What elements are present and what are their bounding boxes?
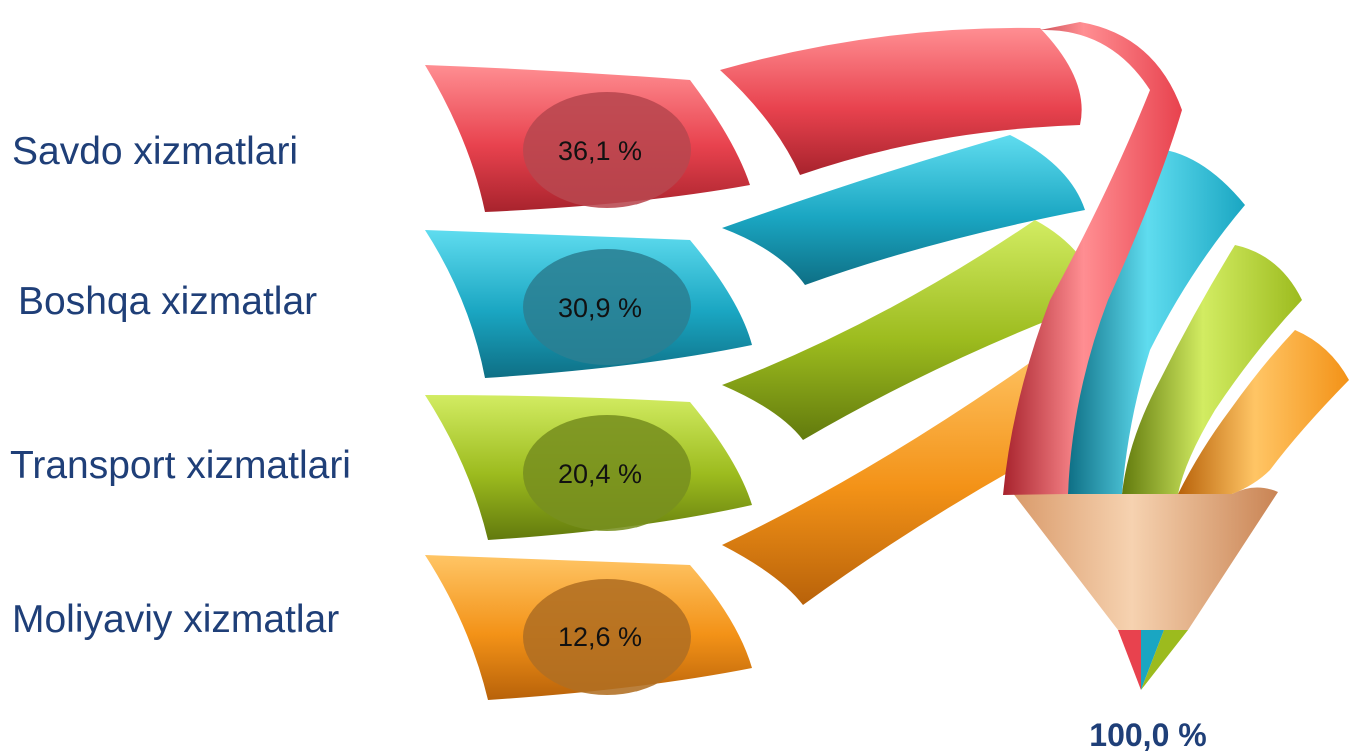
percent-ovals: 36,1 % 30,9 % 20,4 % 12,6 %: [523, 92, 691, 695]
ribbon-moliyaviy-middle: [722, 345, 1105, 605]
oval-savdo: [523, 92, 691, 208]
category-labels: Savdo xizmatlari Boshqa xizmatlar Transp…: [10, 130, 351, 641]
ribbon-transport-middle: [722, 220, 1100, 440]
ribbon-boshqa-arc: [1068, 148, 1245, 494]
ribbon-transport-arc: [1122, 245, 1302, 494]
label-moliyaviy: Moliyaviy xizmatlar: [12, 598, 339, 641]
pencil-lead-red: [1118, 630, 1141, 690]
ribbon-boshqa-middle: [722, 135, 1085, 285]
ribbon-savdo-middle: [720, 27, 1082, 175]
oval-boshqa: [523, 249, 691, 365]
percent-boshqa: 30,9 %: [558, 293, 642, 323]
ribbon-moliyaviy-arc: [1178, 330, 1349, 494]
percent-moliyaviy: 12,6 %: [558, 622, 642, 652]
pencil-lead-green: [1141, 630, 1188, 690]
oval-moliyaviy: [523, 579, 691, 695]
percent-savdo: 36,1 %: [558, 136, 642, 166]
pencil-tip: [1012, 483, 1278, 690]
percent-transport: 20,4 %: [558, 459, 642, 489]
pencil-wood: [1012, 483, 1278, 630]
label-savdo: Savdo xizmatlari: [12, 130, 298, 173]
total-percent: 100,0 %: [1089, 717, 1206, 753]
label-transport: Transport xizmatlari: [10, 444, 351, 487]
label-boshqa: Boshqa xizmatlar: [18, 280, 317, 323]
ribbon-savdo-arc: [1003, 22, 1182, 495]
oval-transport: [523, 415, 691, 531]
